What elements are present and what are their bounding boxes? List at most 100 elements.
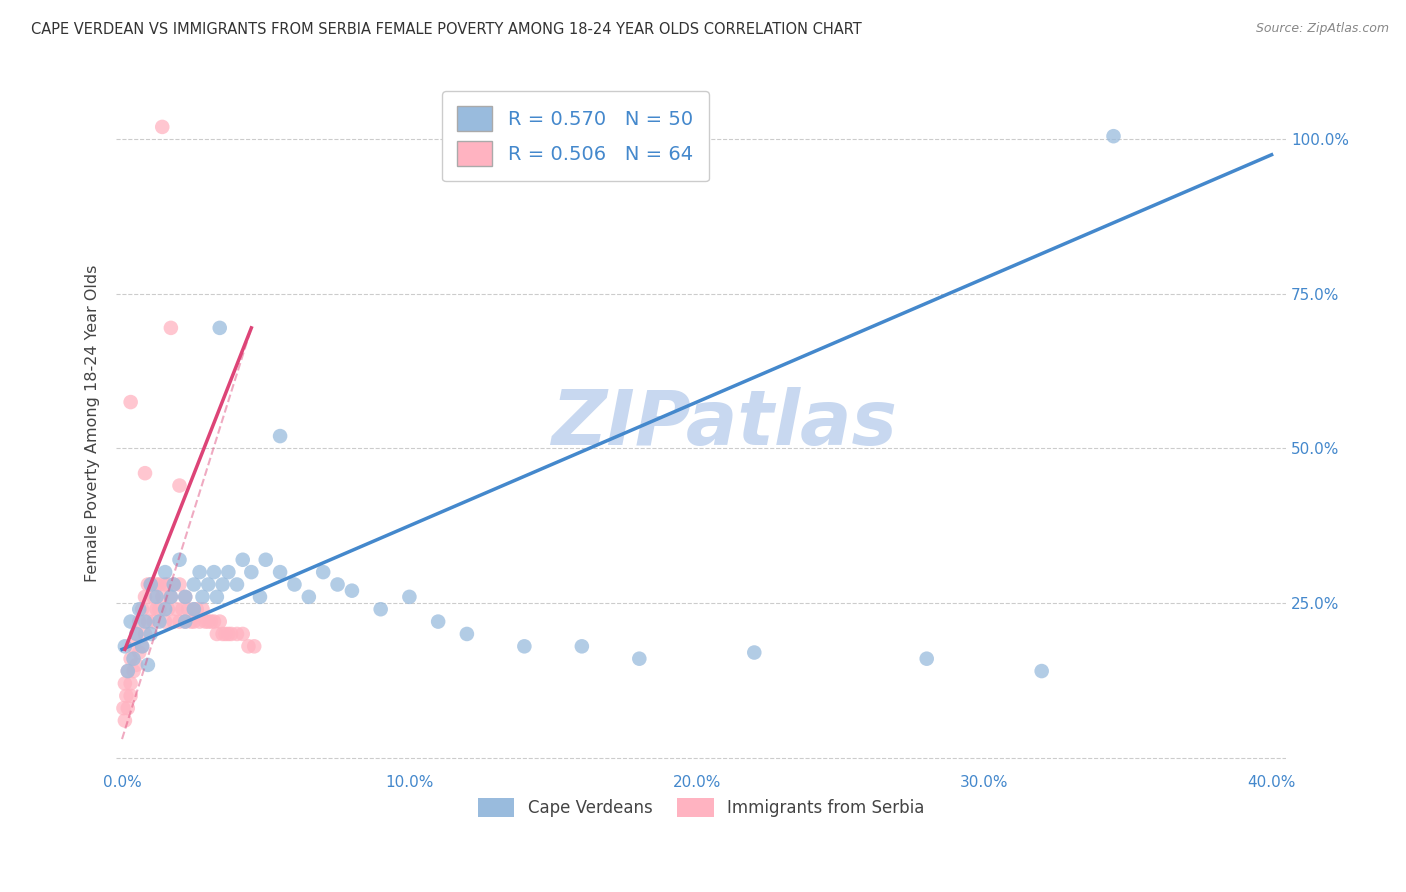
Point (188, 565, 211, 579)
Point (148, 615, 170, 629)
Point (128, 615, 150, 629)
Point (202, 565, 225, 579)
Point (915, 651, 938, 665)
Point (214, 627, 236, 641)
Point (197, 615, 219, 629)
Point (153, 602, 176, 616)
Point (205, 590, 228, 604)
Point (136, 615, 159, 629)
Point (340, 583, 363, 598)
Point (134, 627, 156, 641)
Point (156, 602, 179, 616)
Point (148, 602, 170, 616)
Point (174, 615, 197, 629)
Point (166, 602, 188, 616)
Point (180, 615, 202, 629)
Point (169, 615, 191, 629)
Point (163, 577, 186, 591)
Point (312, 565, 335, 579)
Legend: Cape Verdeans, Immigrants from Serbia: Cape Verdeans, Immigrants from Serbia (471, 791, 931, 824)
Point (211, 627, 233, 641)
Point (169, 478, 191, 492)
Point (197, 577, 219, 591)
Point (153, 577, 176, 591)
Point (122, 651, 145, 665)
Point (134, 615, 156, 629)
Point (150, 590, 173, 604)
Point (456, 627, 478, 641)
Point (172, 602, 194, 616)
Point (226, 577, 249, 591)
Point (120, 676, 142, 690)
Point (131, 640, 153, 654)
Point (134, 466, 156, 480)
Point (208, 321, 231, 335)
Point (194, 615, 217, 629)
Point (211, 577, 233, 591)
Point (148, 577, 170, 591)
Point (125, 657, 148, 672)
Point (153, 615, 176, 629)
Point (136, 577, 159, 591)
Point (156, 577, 179, 591)
Point (153, 565, 176, 579)
Point (174, 590, 197, 604)
Point (174, 615, 197, 629)
Point (326, 577, 349, 591)
Point (114, 714, 136, 728)
Point (226, 627, 249, 641)
Y-axis label: Female Poverty Among 18-24 Year Olds: Female Poverty Among 18-24 Year Olds (86, 265, 100, 582)
Point (202, 615, 225, 629)
Point (139, 627, 162, 641)
Point (1031, 664, 1053, 678)
Point (163, 577, 186, 591)
Point (370, 602, 392, 616)
Point (163, 615, 186, 629)
Point (134, 590, 156, 604)
Point (191, 590, 214, 604)
Text: ZIPatlas: ZIPatlas (551, 387, 897, 461)
Point (145, 577, 167, 591)
Point (200, 615, 222, 629)
Point (571, 640, 593, 654)
Point (183, 602, 205, 616)
Text: Source: ZipAtlas.com: Source: ZipAtlas.com (1256, 22, 1389, 36)
Point (186, 602, 208, 616)
Point (191, 602, 214, 616)
Point (117, 664, 139, 678)
Point (120, 689, 142, 703)
Point (120, 395, 142, 409)
Point (219, 627, 242, 641)
Point (128, 646, 150, 660)
Point (117, 664, 139, 678)
Point (169, 577, 191, 591)
Point (114, 676, 136, 690)
Point (160, 590, 183, 604)
Point (160, 321, 183, 335)
Point (142, 590, 165, 604)
Point (205, 627, 228, 641)
Point (177, 602, 200, 616)
Point (114, 640, 136, 654)
Point (145, 602, 167, 616)
Point (188, 615, 211, 629)
Point (183, 602, 205, 616)
Point (117, 701, 139, 715)
Point (120, 615, 142, 629)
Point (254, 553, 277, 567)
Point (139, 577, 162, 591)
Text: CAPE VERDEAN VS IMMIGRANTS FROM SERBIA FEMALE POVERTY AMONG 18-24 YEAR OLDS CORR: CAPE VERDEAN VS IMMIGRANTS FROM SERBIA F… (31, 22, 862, 37)
Point (398, 590, 420, 604)
Point (217, 627, 239, 641)
Point (208, 615, 231, 629)
Point (513, 640, 536, 654)
Point (427, 615, 450, 629)
Point (136, 657, 159, 672)
Point (183, 577, 205, 591)
Point (240, 565, 263, 579)
Point (160, 590, 183, 604)
Point (217, 565, 239, 579)
Point (742, 646, 765, 660)
Point (122, 640, 145, 654)
Point (169, 553, 191, 567)
